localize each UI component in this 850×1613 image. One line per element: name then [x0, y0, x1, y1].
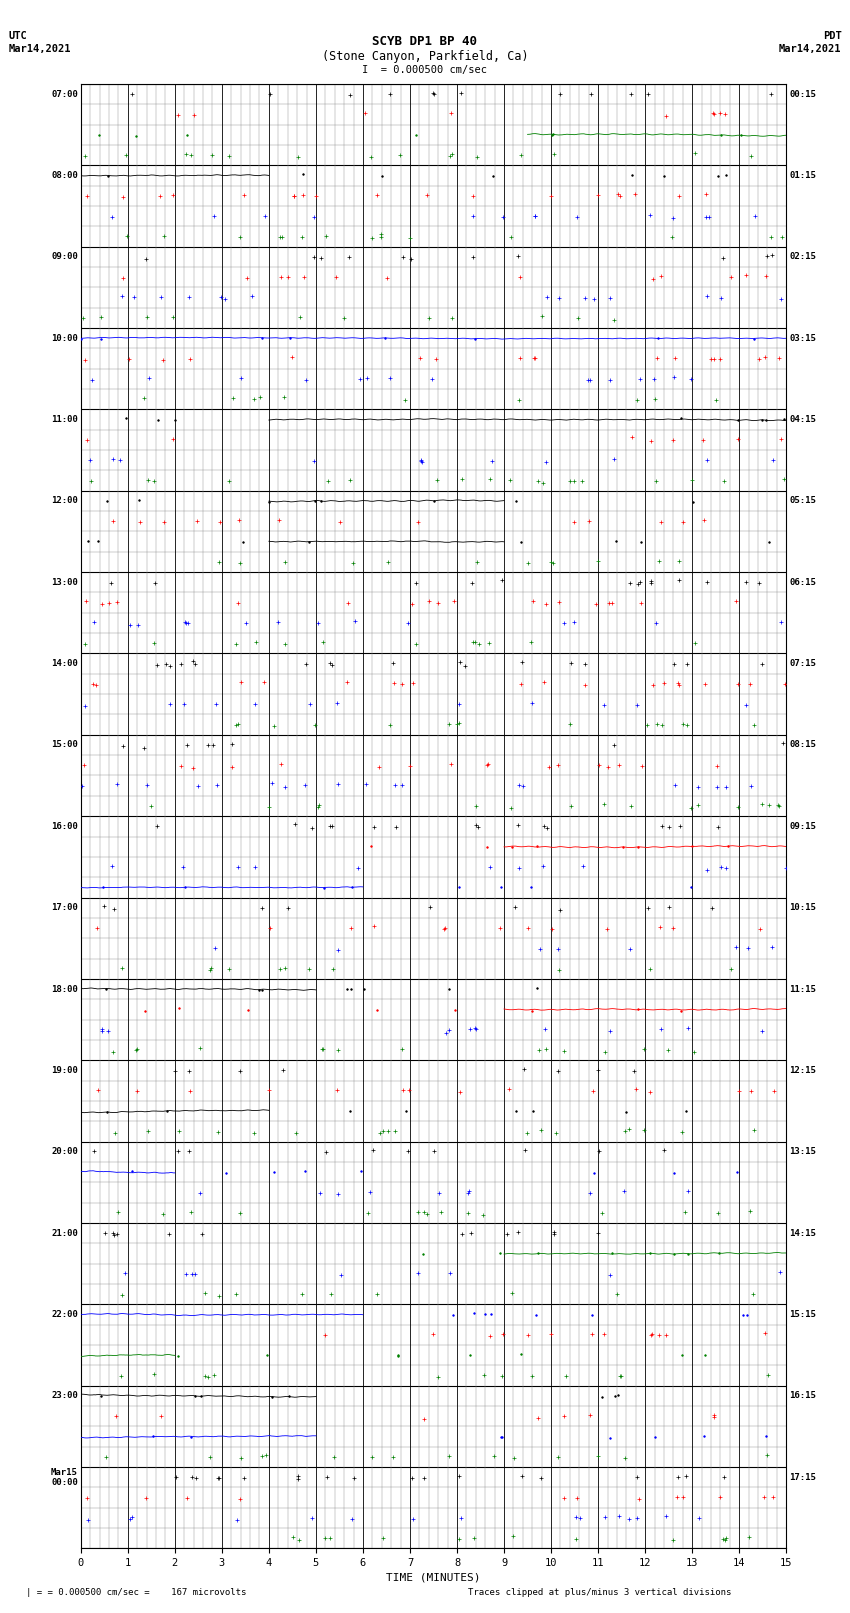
Text: 03:15: 03:15 — [789, 334, 816, 342]
Text: 07:15: 07:15 — [789, 660, 816, 668]
Text: 10:00: 10:00 — [51, 334, 78, 342]
Text: 16:00: 16:00 — [51, 823, 78, 831]
Text: 07:00: 07:00 — [51, 90, 78, 98]
Text: 15:00: 15:00 — [51, 740, 78, 750]
Text: 17:00: 17:00 — [51, 903, 78, 913]
Text: 01:15: 01:15 — [789, 171, 816, 181]
Text: 14:00: 14:00 — [51, 660, 78, 668]
Text: PDT: PDT — [823, 31, 842, 40]
Text: 11:00: 11:00 — [51, 415, 78, 424]
Text: 06:15: 06:15 — [789, 577, 816, 587]
Text: 12:00: 12:00 — [51, 497, 78, 505]
Text: 08:00: 08:00 — [51, 171, 78, 181]
Text: 05:15: 05:15 — [789, 497, 816, 505]
Text: 09:15: 09:15 — [789, 823, 816, 831]
Text: 23:00: 23:00 — [51, 1392, 78, 1400]
Text: I  = 0.000500 cm/sec: I = 0.000500 cm/sec — [362, 65, 488, 74]
Text: Mar15
00:00: Mar15 00:00 — [51, 1468, 78, 1487]
Text: 12:15: 12:15 — [789, 1066, 816, 1074]
Text: 10:15: 10:15 — [789, 903, 816, 913]
Text: 02:15: 02:15 — [789, 252, 816, 261]
Text: UTC: UTC — [8, 31, 27, 40]
Text: | = = 0.000500 cm/sec =    167 microvolts: | = = 0.000500 cm/sec = 167 microvolts — [26, 1587, 246, 1597]
Text: 20:00: 20:00 — [51, 1147, 78, 1157]
Text: (Stone Canyon, Parkfield, Ca): (Stone Canyon, Parkfield, Ca) — [321, 50, 529, 63]
Text: 16:15: 16:15 — [789, 1392, 816, 1400]
X-axis label: TIME (MINUTES): TIME (MINUTES) — [386, 1573, 481, 1582]
Text: 17:15: 17:15 — [789, 1473, 816, 1482]
Text: 22:00: 22:00 — [51, 1310, 78, 1319]
Text: SCYB DP1 BP 40: SCYB DP1 BP 40 — [372, 35, 478, 48]
Text: 04:15: 04:15 — [789, 415, 816, 424]
Text: 15:15: 15:15 — [789, 1310, 816, 1319]
Text: 09:00: 09:00 — [51, 252, 78, 261]
Text: 08:15: 08:15 — [789, 740, 816, 750]
Text: 00:15: 00:15 — [789, 90, 816, 98]
Text: 18:00: 18:00 — [51, 984, 78, 994]
Text: 21:00: 21:00 — [51, 1229, 78, 1237]
Text: 13:00: 13:00 — [51, 577, 78, 587]
Text: 11:15: 11:15 — [789, 984, 816, 994]
Text: 13:15: 13:15 — [789, 1147, 816, 1157]
Text: 19:00: 19:00 — [51, 1066, 78, 1074]
Text: Mar14,2021: Mar14,2021 — [779, 44, 842, 53]
Text: Mar14,2021: Mar14,2021 — [8, 44, 71, 53]
Text: Traces clipped at plus/minus 3 vertical divisions: Traces clipped at plus/minus 3 vertical … — [468, 1587, 731, 1597]
Text: 14:15: 14:15 — [789, 1229, 816, 1237]
